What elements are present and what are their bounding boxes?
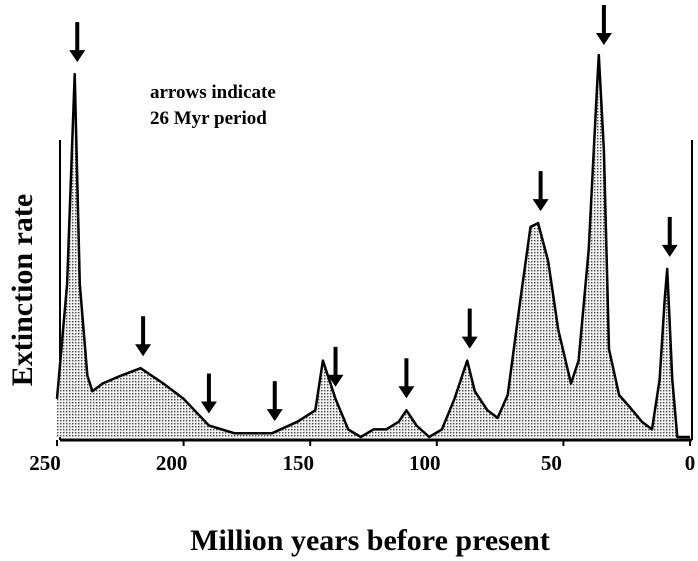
arrow-head — [595, 33, 612, 45]
x-tick-label: 150 — [282, 451, 314, 475]
arrow-head — [69, 50, 86, 63]
x-tick-label: 250 — [29, 451, 61, 475]
arrow — [461, 308, 478, 349]
arrow — [327, 346, 344, 387]
arrow-head — [532, 199, 549, 212]
arrow-head — [266, 409, 283, 422]
arrow — [595, 5, 612, 45]
x-tick-label: 0 — [685, 451, 696, 475]
arrow-head — [661, 244, 678, 257]
arrow-head — [200, 401, 217, 414]
annotation: 26 Myr period — [150, 108, 267, 129]
x-tick-label: 200 — [156, 451, 188, 475]
arrow-head — [398, 386, 415, 399]
annotation: arrows indicate — [150, 82, 276, 103]
arrow — [532, 171, 549, 212]
y-axis-label: Extinction rate — [6, 194, 39, 386]
arrow — [200, 373, 217, 414]
arrow — [661, 216, 678, 257]
x-axis-label: Million years before present — [190, 524, 550, 557]
arrow — [135, 316, 152, 357]
x-tick-label: 50 — [541, 451, 562, 475]
area-line — [55, 53, 690, 439]
arrow-head — [461, 336, 478, 349]
arrow — [69, 22, 86, 63]
area-fill — [57, 55, 690, 437]
arrow — [266, 381, 283, 422]
arrow — [398, 358, 415, 399]
x-tick-label: 100 — [409, 451, 441, 475]
arrow-head — [135, 344, 152, 357]
arrow-head — [327, 374, 344, 387]
